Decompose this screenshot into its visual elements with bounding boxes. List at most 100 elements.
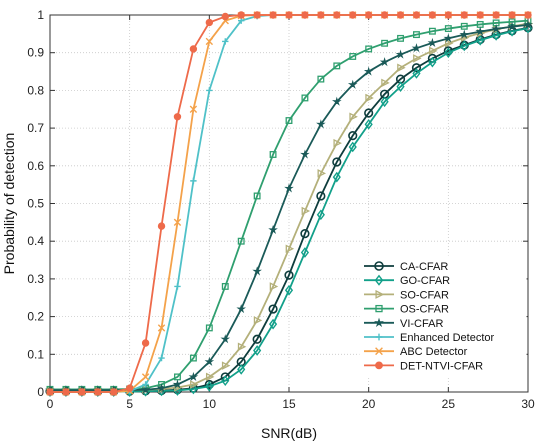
data-point (300, 247, 310, 258)
data-point (158, 354, 165, 362)
legend-label: SO-CFAR (400, 289, 449, 301)
data-point (444, 39, 454, 48)
data-point (333, 138, 342, 148)
y-tick-label: 0 (37, 385, 44, 399)
data-point (221, 282, 229, 290)
data-point (411, 63, 422, 73)
data-point (172, 379, 183, 389)
data-point (268, 224, 278, 234)
x-tick-label: 10 (203, 397, 217, 411)
data-point (285, 244, 295, 253)
data-point (220, 334, 231, 344)
data-point (253, 11, 261, 19)
data-point (156, 383, 167, 393)
data-point (222, 38, 229, 45)
data-point (444, 25, 452, 33)
data-point (189, 105, 198, 113)
y-tick-label: 0.3 (27, 272, 44, 286)
data-point (374, 274, 384, 286)
x-tick-label: 5 (126, 397, 133, 411)
data-point (375, 361, 383, 370)
data-point (173, 218, 182, 227)
data-point (125, 384, 134, 392)
legend-item: ABC Detector (364, 346, 468, 358)
data-point (492, 30, 501, 41)
data-point (523, 19, 533, 29)
data-point (300, 229, 310, 239)
data-point (375, 333, 383, 341)
data-point (443, 33, 454, 43)
data-point (381, 78, 390, 88)
data-point (205, 18, 214, 27)
data-point (94, 388, 102, 396)
data-point (157, 324, 166, 332)
data-point (333, 62, 341, 70)
legend-box (359, 255, 527, 377)
legend-label: Enhanced Detector (400, 332, 495, 344)
data-point (284, 183, 294, 193)
data-point (236, 304, 247, 314)
data-point (476, 11, 484, 19)
y-tick-label: 0.6 (27, 159, 44, 173)
data-point (285, 117, 293, 125)
data-point (190, 177, 197, 185)
data-point (508, 11, 516, 19)
data-point (348, 141, 357, 153)
data-point (413, 54, 422, 63)
data-point (110, 388, 118, 396)
data-point (157, 222, 166, 230)
data-point (444, 47, 453, 59)
data-point (253, 345, 262, 356)
data-point (237, 237, 245, 245)
legend-item: DET-NTVI-CFAR (364, 360, 483, 372)
x-tick-label: 25 (442, 397, 456, 411)
legend-item: CA-CFAR (364, 261, 448, 273)
data-point (347, 79, 358, 89)
data-point (78, 388, 86, 396)
legend-label: CA-CFAR (400, 261, 448, 273)
y-tick-label: 1 (37, 8, 44, 22)
data-point (460, 40, 469, 52)
data-point (380, 11, 389, 19)
data-point (459, 29, 470, 39)
data-point (491, 23, 501, 34)
data-point (221, 361, 231, 370)
data-point (349, 53, 357, 60)
axes: 0 5 10 15 20 25 30 0 0.1 0.2 0.3 0.4 0.5 0.6 0.7 0.8 0.9… (27, 8, 535, 411)
data-point (190, 380, 199, 389)
data-point (206, 87, 213, 94)
legend: CA-CFAR GO-CFAR SO-CFAR OS-CFAR VI-CFAR Enhan… (359, 255, 527, 377)
y-tick-label: 0.4 (27, 234, 44, 248)
data-point (189, 45, 198, 53)
data-point (300, 149, 310, 159)
x-axis-title: SNR(dB) (261, 425, 317, 441)
y-tick-label: 0.8 (27, 83, 44, 97)
y-tick-label: 0.1 (27, 347, 44, 361)
legend-label: GO-CFAR (400, 275, 450, 287)
data-point (365, 93, 374, 103)
y-tick-label: 0.5 (27, 197, 44, 211)
data-point (524, 11, 532, 19)
data-point (142, 381, 149, 388)
data-point (395, 49, 406, 59)
data-point (375, 304, 383, 313)
data-point (413, 31, 420, 39)
data-point (269, 11, 277, 19)
data-point (285, 11, 293, 19)
data-point (317, 11, 325, 19)
data-point (397, 63, 406, 73)
data-point (396, 81, 405, 92)
data-point (397, 34, 404, 42)
data-point (205, 37, 214, 46)
data-point (189, 354, 197, 362)
x-tick-label: 0 (47, 397, 54, 411)
data-point (237, 364, 246, 375)
data-point (141, 373, 150, 381)
data-point (364, 11, 373, 19)
data-point (205, 380, 214, 392)
data-point (492, 11, 500, 19)
legend-label: ABC Detector (400, 346, 468, 358)
x-tick-label: 20 (362, 397, 376, 411)
